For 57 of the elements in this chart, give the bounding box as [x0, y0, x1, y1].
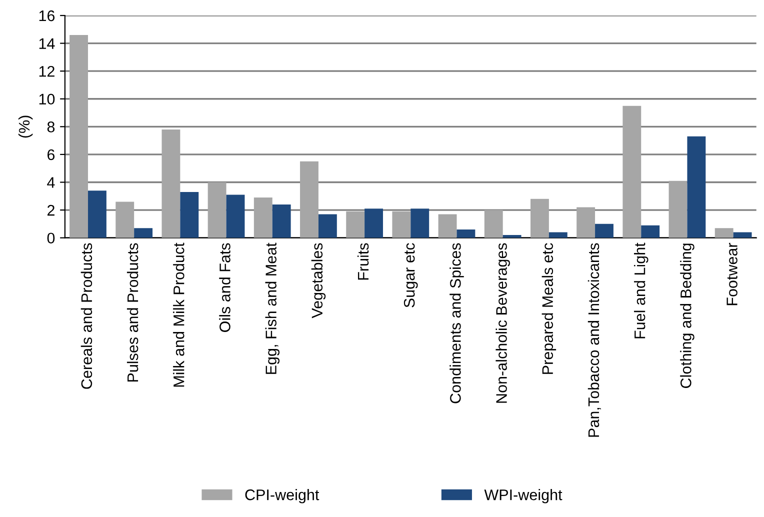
bar — [714, 228, 734, 238]
x-tick-label: Fuel and Light — [634, 242, 648, 338]
legend-label: WPI-weight — [484, 489, 562, 504]
y-tick-label: 6 — [48, 149, 55, 160]
legend-label: CPI-weight — [245, 489, 320, 504]
y-tick-label: 12 — [39, 66, 54, 77]
x-tick-label: Pan,Tobacco and Intoxicants — [588, 243, 601, 437]
bar — [438, 214, 457, 238]
y-tick-label: 8 — [47, 122, 55, 132]
x-tick-label: Non-alcholic Beverages — [496, 243, 510, 403]
x-tick-label: Milk and Milk Product — [173, 242, 184, 387]
bar — [318, 214, 337, 238]
x-tick-label: Pulses and Products — [126, 243, 138, 382]
bar — [530, 198, 549, 238]
bar — [116, 202, 134, 238]
bar — [346, 211, 365, 238]
bar — [484, 210, 503, 238]
bar — [88, 190, 106, 238]
bar — [226, 194, 245, 238]
bar — [733, 232, 752, 238]
x-tick-label: Condiments and Spices — [450, 243, 464, 404]
bar — [272, 204, 291, 238]
bar — [576, 207, 596, 238]
bar — [641, 225, 660, 238]
bar — [456, 229, 476, 238]
bar — [364, 208, 383, 238]
x-tick-label: Cereals and Products — [80, 243, 92, 389]
x-tick-label: Vegetables — [311, 243, 326, 318]
bar — [180, 192, 199, 238]
bar — [208, 182, 226, 238]
y-tick-label: 16 — [39, 10, 55, 22]
bar — [162, 129, 180, 238]
y-tick-label: 0 — [47, 232, 55, 244]
x-tick-label: Prepared Meals etc — [542, 243, 556, 374]
bar — [300, 161, 318, 238]
x-tick-label: Footwear — [726, 242, 738, 306]
x-tick-label: Clothing and Bedding — [680, 244, 694, 388]
bar — [410, 208, 430, 238]
bar — [595, 224, 614, 238]
y-tick-label: 14 — [39, 38, 55, 49]
bar — [668, 180, 688, 238]
bar — [548, 232, 568, 238]
y-tick-label: 10 — [39, 94, 55, 105]
y-axis-title: (%) — [18, 116, 33, 138]
bar — [502, 235, 522, 238]
x-tick-label: Sugar etc — [404, 243, 418, 308]
bar — [254, 198, 272, 238]
x-tick-label: Fruits — [357, 243, 369, 280]
bar — [392, 211, 411, 238]
x-tick-label: Egg, Fish and Meat — [265, 242, 280, 374]
bar — [134, 228, 153, 238]
y-tick-label: 4 — [47, 177, 55, 188]
x-tick-label: Oils and Fats — [219, 243, 230, 332]
bar — [70, 34, 88, 238]
bar — [687, 136, 706, 238]
bar — [622, 106, 642, 238]
y-tick-label: 2 — [47, 204, 54, 216]
